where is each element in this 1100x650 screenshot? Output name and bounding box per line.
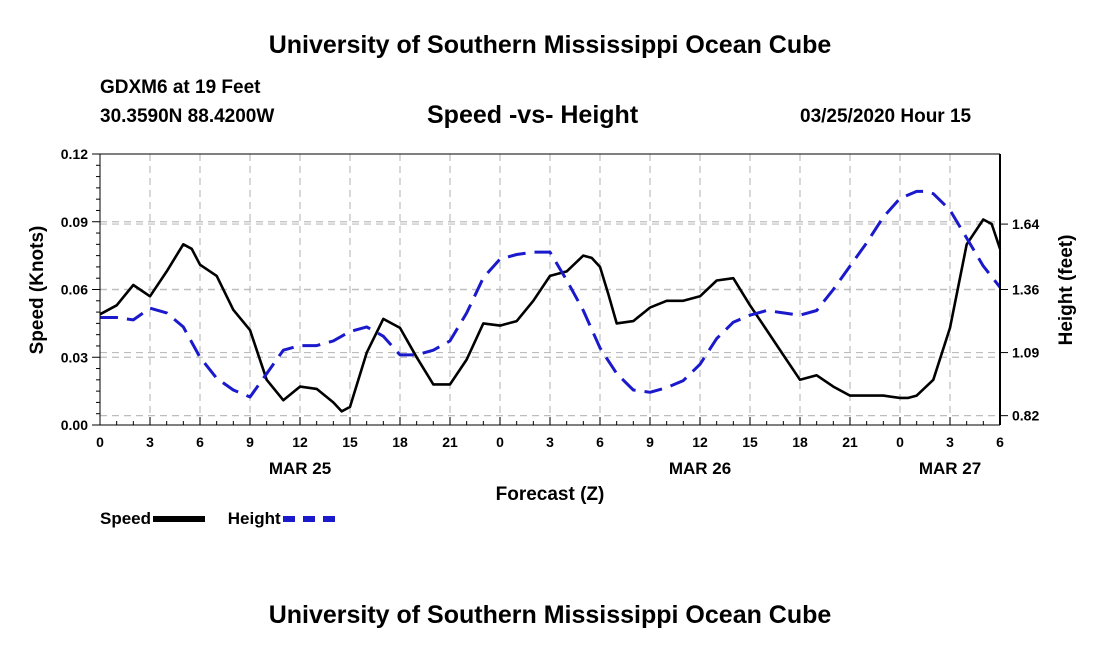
- y-tick-label: 0.12: [61, 146, 88, 162]
- x-tick-label: 0: [896, 434, 904, 450]
- y-tick-label: 0.06: [61, 282, 88, 298]
- legend-speed: Speed: [100, 509, 206, 529]
- legend-speed-swatch: [153, 516, 206, 522]
- height-series-line: [100, 189, 1002, 399]
- x-date-label: MAR 25: [269, 459, 331, 478]
- series-lines: [99, 189, 1002, 413]
- x-tick-label: 15: [342, 434, 358, 450]
- x-tick-label: 6: [596, 434, 604, 450]
- coordinates-label: 30.3590N 88.4200W: [100, 106, 275, 127]
- x-tick-label: 3: [946, 434, 954, 450]
- y-tick-label: 0.09: [61, 214, 88, 230]
- y-axis-title: Speed (Knots): [27, 226, 48, 355]
- y2-tick-label: 0.82: [1012, 408, 1039, 424]
- x-tick-label: 15: [742, 434, 758, 450]
- x-tick-label: 3: [146, 434, 154, 450]
- station-label: GDXM6 at 19 Feet: [100, 77, 261, 98]
- x-date-label: MAR 27: [919, 459, 981, 478]
- y-tick-label: 0.03: [61, 349, 88, 365]
- x-tick-label: 9: [246, 434, 254, 450]
- x-tick-label: 12: [292, 434, 308, 450]
- x-tick-label: 3: [546, 434, 554, 450]
- x-tick-label: 6: [196, 434, 204, 450]
- x-tick-label: 9: [646, 434, 654, 450]
- x-tick-label: 12: [692, 434, 708, 450]
- x-date-label: MAR 26: [669, 459, 731, 478]
- legend-height: Height: [228, 509, 335, 529]
- x-tick-label: 6: [996, 434, 1004, 450]
- footer-title: University of Southern Mississippi Ocean…: [268, 601, 832, 629]
- speed-series-line: [99, 218, 1002, 413]
- y2-tick-label: 1.09: [1012, 345, 1039, 361]
- x-tick-label: 0: [96, 434, 104, 450]
- x-axis-title: Forecast (Z): [496, 484, 605, 505]
- legend: Speed Height: [100, 509, 353, 529]
- legend-height-swatch: [282, 516, 335, 522]
- y-tick-label: 0.00: [61, 417, 88, 433]
- x-tick-label: 18: [792, 434, 808, 450]
- chart-title: Speed -vs- Height: [427, 101, 639, 129]
- y2-tick-label: 1.64: [1012, 216, 1039, 232]
- forecast-datetime: 03/25/2020 Hour 15: [800, 106, 972, 127]
- main-title: University of Southern Mississippi Ocean…: [268, 31, 832, 59]
- legend-speed-label: Speed: [100, 509, 152, 528]
- y2-tick-label: 1.36: [1012, 282, 1039, 298]
- legend-height-label: Height: [227, 509, 281, 528]
- tick-marks: [92, 153, 1008, 426]
- tick-labels: 0 3 6 9 12 15 18 21 0 3 6 9 12 15 18 21 0 3 6 MAR 25 MAR 26 M…: [61, 146, 1040, 478]
- x-tick-label: 21: [842, 434, 858, 450]
- x-tick-label: 0: [496, 434, 504, 450]
- x-tick-label: 21: [442, 434, 458, 450]
- x-tick-label: 18: [392, 434, 408, 450]
- grid-lines: [100, 154, 1000, 425]
- y2-axis-title: Height (feet): [1056, 235, 1077, 346]
